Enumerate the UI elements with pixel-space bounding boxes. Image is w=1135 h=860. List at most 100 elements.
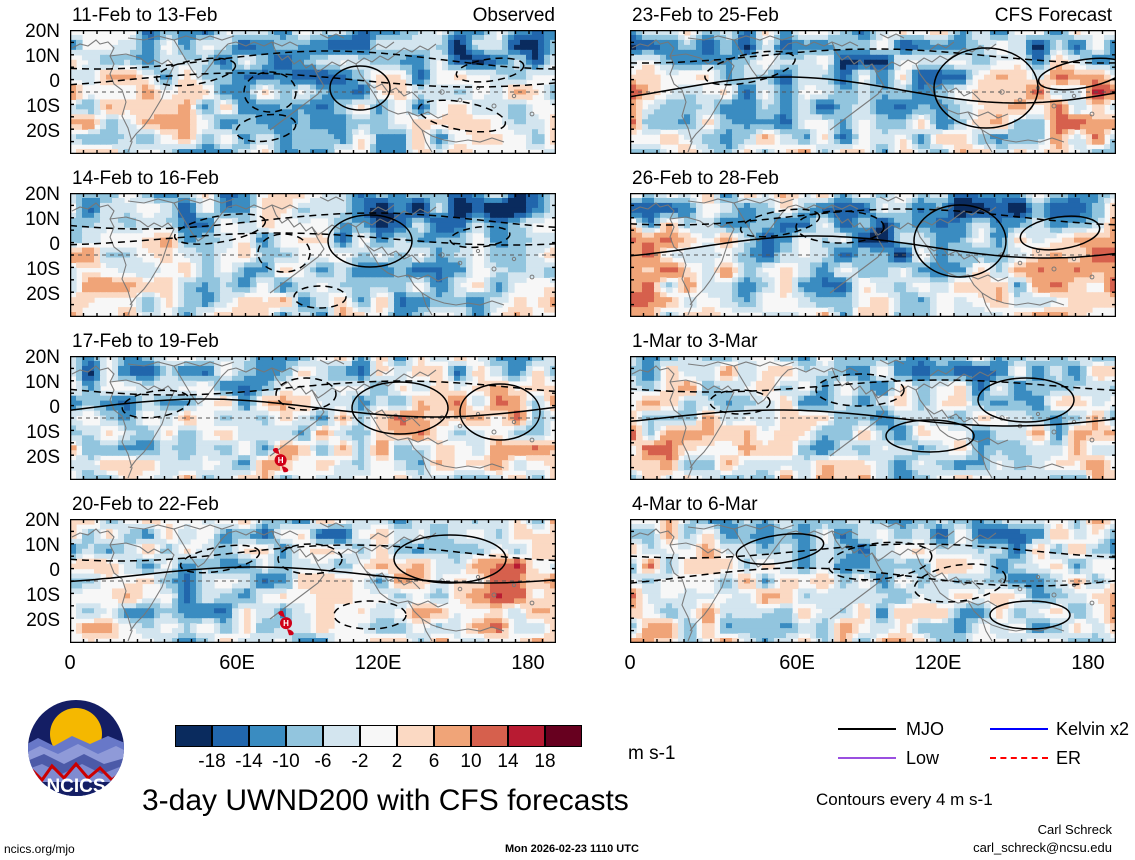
legend-line-low (838, 757, 896, 759)
logo-text: NCICS (46, 776, 105, 797)
legend-label-kelvin: Kelvin x2 (1056, 719, 1130, 739)
map-panel-4[interactable] (630, 30, 1116, 154)
filled-contours (630, 356, 1116, 480)
map-plot-area (630, 30, 1116, 154)
footer-timestamp: Mon 2026-02-23 1110 UTC (505, 843, 639, 855)
panel-title-1: 14-Feb to 16-Feb (72, 168, 219, 189)
legend-line-mjo (838, 728, 896, 730)
legend-label-mjo: MJO (906, 719, 944, 739)
map-plot-area (70, 30, 556, 154)
panel-title-2: 17-Feb to 19-Feb (72, 331, 219, 352)
colorbar-tick-label: -14 (235, 751, 263, 772)
y-tick-10s: 10S (26, 259, 60, 280)
filled-contours (70, 519, 556, 643)
colorbar-swatch (212, 725, 249, 747)
x-tick-120e: 120E (914, 652, 962, 674)
x-tick-0: 0 (624, 652, 636, 674)
colorbar-swatch (323, 725, 360, 747)
colorbar-tick-label: 18 (534, 751, 556, 772)
map-panel-7[interactable] (630, 519, 1116, 643)
filled-contours (630, 193, 1116, 317)
y-tick-10n: 10N (25, 46, 60, 67)
y-tick-0: 0 (49, 71, 60, 92)
wave-contours (630, 204, 1116, 278)
y-tick-0: 0 (49, 397, 60, 418)
colorbar-swatch (508, 725, 545, 747)
y-tick-20s: 20S (26, 284, 60, 305)
colorbar-units-label: m s-1 (628, 743, 676, 764)
wave-contours (70, 377, 556, 441)
ncics-logo: NCICS (24, 698, 128, 798)
map-panel-1[interactable] (70, 193, 556, 317)
colorbar-swatch (286, 725, 323, 747)
footer-author: Carl Schreck (1037, 822, 1112, 837)
x-tick-180: 180 (1071, 652, 1105, 674)
legend-label-low: Low (906, 748, 940, 768)
legend-label-er: ER (1056, 748, 1082, 768)
colorbar[interactable]: -18 -14 -10 -6 -2 2 6 10 14 18 (175, 725, 582, 773)
colorbar-swatch (360, 725, 397, 747)
map-plot-area: H (70, 519, 556, 643)
y-tick-10n: 10N (25, 535, 60, 556)
x-tick-60e: 60E (779, 652, 815, 674)
x-tick-180: 180 (511, 652, 545, 674)
y-tick-0: 0 (49, 234, 60, 255)
column-header-observed: Observed (472, 5, 555, 26)
y-tick-10s: 10S (26, 422, 60, 443)
y-tick-10n: 10N (25, 372, 60, 393)
colorbar-tick-label: -10 (272, 751, 300, 772)
map-plot-area (630, 193, 1116, 317)
panel-title-7: 4-Mar to 6-Mar (632, 494, 758, 515)
x-tick-0: 0 (64, 652, 76, 674)
colorbar-swatch (175, 725, 212, 747)
x-tick-60e: 60E (219, 652, 255, 674)
colorbar-swatch (434, 725, 471, 747)
colorbar-swatch (471, 725, 508, 747)
tropical-cyclone-marker: H (278, 611, 294, 636)
panel-title-0: 11-Feb to 13-Feb (72, 5, 218, 26)
tropical-cyclone-marker: H (272, 448, 289, 473)
colorbar-tick-label: -6 (314, 751, 332, 772)
y-tick-10n: 10N (25, 209, 60, 230)
y-tick-20s: 20S (26, 610, 60, 631)
map-panel-0[interactable] (70, 30, 556, 154)
colorbar-tick-label: 14 (497, 751, 519, 772)
footer-site-link[interactable]: ncics.org/mjo (4, 842, 75, 856)
panel-title-3: 20-Feb to 22-Feb (72, 494, 219, 515)
y-tick-20n: 20N (25, 184, 60, 205)
colorbar-swatch (545, 725, 582, 747)
colorbar-tick-label: 2 (391, 751, 403, 772)
panel-title-4: 23-Feb to 25-Feb (632, 5, 779, 26)
wave-contours (630, 47, 1116, 129)
y-tick-20n: 20N (25, 21, 60, 42)
map-panel-3[interactable]: H (70, 519, 556, 643)
panel-title-6: 1-Mar to 3-Mar (632, 331, 758, 352)
map-panel-6[interactable] (630, 356, 1116, 480)
main-title: 3-day UWND200 with CFS forecasts (142, 784, 629, 817)
colorbar-tick-label: -18 (198, 751, 226, 772)
filled-contours (70, 356, 556, 480)
wave-contours (630, 373, 1116, 453)
y-tick-20n: 20N (25, 510, 60, 531)
legend-line-er (990, 757, 1048, 759)
wave-contours (70, 534, 556, 630)
column-header-cfs-forecast: CFS Forecast (994, 5, 1112, 26)
map-plot-area (630, 356, 1116, 480)
footer-email[interactable]: carl_schreck@ncsu.edu (973, 840, 1112, 855)
map-panel-2[interactable]: H (70, 356, 556, 480)
x-tick-120e: 120E (354, 652, 402, 674)
y-tick-20s: 20S (26, 447, 60, 468)
y-tick-10s: 10S (26, 585, 60, 606)
contour-interval-note: Contours every 4 m s-1 (816, 790, 993, 809)
map-plot-area (630, 519, 1116, 643)
colorbar-swatch (249, 725, 286, 747)
y-tick-20s: 20S (26, 121, 60, 142)
panel-title-5: 26-Feb to 28-Feb (632, 168, 779, 189)
map-panel-5[interactable] (630, 193, 1116, 317)
colorbar-tick-label: -2 (351, 751, 369, 772)
y-tick-10s: 10S (26, 96, 60, 117)
y-tick-20n: 20N (25, 347, 60, 368)
legend-line-kelvin (990, 728, 1048, 730)
map-plot-area (70, 193, 556, 317)
colorbar-tick-label: 10 (460, 751, 482, 772)
